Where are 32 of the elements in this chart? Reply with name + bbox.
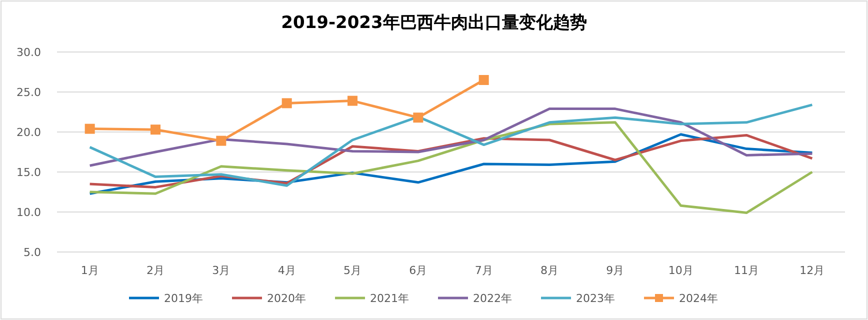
- y-tick-label: 5.0: [24, 246, 41, 259]
- legend-label: 2022年: [473, 292, 512, 305]
- chart-title: 2019-2023年巴西牛肉出口量变化趋势: [281, 13, 587, 33]
- legend-label: 2024年: [679, 292, 718, 305]
- legend-label: 2021年: [370, 292, 409, 305]
- y-tick-label: 20.0: [16, 126, 41, 139]
- x-tick-label: 6月: [409, 264, 428, 277]
- x-tick-label: 12月: [800, 264, 825, 277]
- x-tick-label: 2月: [146, 264, 164, 277]
- x-tick-label: 9月: [606, 264, 624, 277]
- y-tick-label: 25.0: [16, 86, 41, 99]
- point: [413, 112, 424, 123]
- point: [348, 96, 358, 106]
- y-tick-label: 30.0: [16, 46, 41, 59]
- legend-label: 2023年: [576, 292, 615, 305]
- x-tick-label: 10月: [668, 264, 694, 277]
- point: [478, 75, 489, 85]
- x-tick-label: 1月: [80, 264, 99, 277]
- point: [282, 98, 292, 108]
- point: [84, 124, 95, 134]
- x-tick-label: 11月: [734, 264, 759, 277]
- x-tick-label: 7月: [474, 264, 493, 277]
- x-tick-label: 4月: [278, 264, 296, 277]
- point: [150, 124, 160, 135]
- legend-label: 2020年: [267, 292, 306, 305]
- legend-label: 2019年: [164, 292, 203, 305]
- point: [216, 136, 226, 146]
- y-tick-label: 10.0: [16, 206, 41, 219]
- x-tick-label: 5月: [344, 264, 362, 277]
- y-tick-label: 15.0: [16, 166, 41, 179]
- x-tick-label: 3月: [212, 264, 230, 277]
- x-tick-label: 8月: [540, 264, 558, 277]
